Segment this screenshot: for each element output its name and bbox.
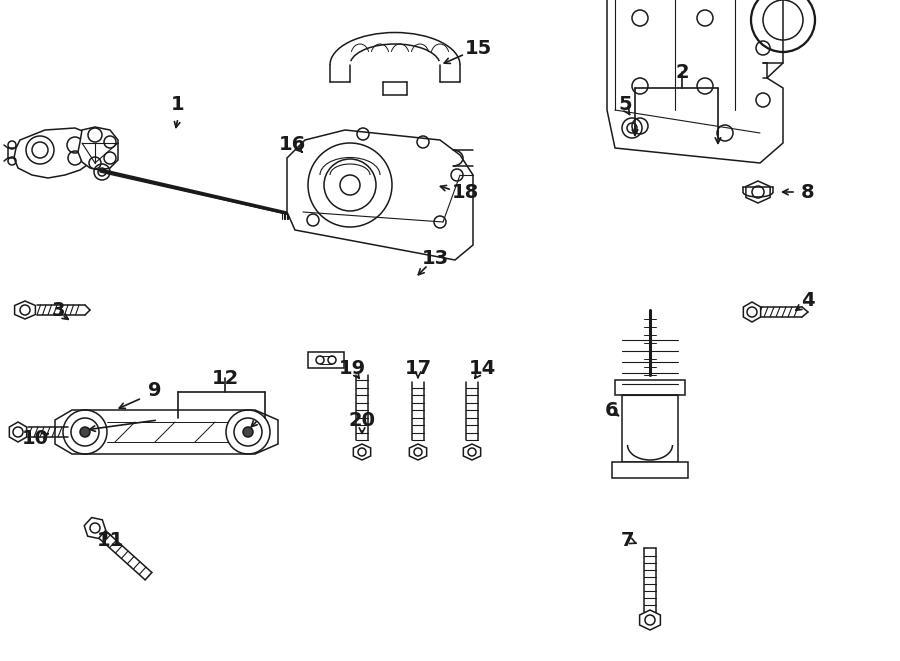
Polygon shape: [410, 444, 427, 460]
Text: 7: 7: [621, 531, 634, 549]
Polygon shape: [14, 128, 100, 178]
Polygon shape: [622, 395, 678, 462]
Text: 12: 12: [212, 368, 239, 387]
Polygon shape: [287, 130, 473, 260]
Polygon shape: [746, 181, 770, 203]
Circle shape: [383, 173, 389, 179]
Text: 5: 5: [618, 95, 632, 114]
Polygon shape: [55, 410, 278, 454]
Text: 8: 8: [801, 182, 814, 202]
Polygon shape: [354, 444, 371, 460]
Polygon shape: [640, 610, 661, 630]
Polygon shape: [612, 462, 688, 478]
Text: 10: 10: [22, 428, 49, 447]
Text: 20: 20: [348, 410, 375, 430]
Text: 2: 2: [675, 63, 688, 81]
Polygon shape: [85, 518, 106, 539]
Text: 13: 13: [421, 249, 448, 268]
Polygon shape: [364, 162, 440, 190]
Text: 4: 4: [801, 290, 814, 309]
Polygon shape: [607, 0, 783, 163]
Text: 16: 16: [278, 136, 306, 155]
Polygon shape: [464, 444, 481, 460]
Polygon shape: [14, 301, 35, 319]
Text: 14: 14: [468, 358, 496, 377]
Polygon shape: [9, 422, 27, 442]
Text: 3: 3: [51, 301, 65, 319]
Text: 18: 18: [452, 182, 479, 202]
Circle shape: [243, 427, 253, 437]
Text: 11: 11: [96, 531, 123, 549]
Text: 17: 17: [404, 358, 432, 377]
Text: 1: 1: [171, 95, 184, 114]
Polygon shape: [295, 157, 314, 173]
Text: 15: 15: [464, 38, 491, 58]
Text: 9: 9: [148, 381, 162, 399]
Polygon shape: [308, 352, 344, 368]
Circle shape: [80, 427, 90, 437]
Text: 19: 19: [338, 358, 365, 377]
Polygon shape: [615, 380, 685, 395]
Polygon shape: [78, 127, 118, 170]
Polygon shape: [743, 302, 760, 322]
Text: 6: 6: [605, 401, 619, 420]
